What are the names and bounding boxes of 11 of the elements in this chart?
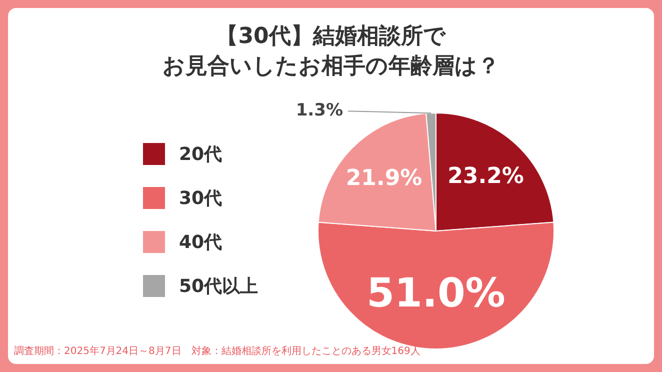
- data-label: 51.0%: [366, 270, 506, 316]
- data-label: 1.3%: [296, 100, 343, 121]
- chart-subtitle: お見合いしたお相手の年齢層は？: [162, 53, 500, 81]
- text: 調査期間：2025年7月24日～8月7日 対象：結婚相談所を利用したことのある男女169人: [14, 344, 420, 358]
- legend-label: 20代: [179, 143, 222, 166]
- legend-label: 30代: [179, 187, 222, 210]
- data-label: 21.9%: [346, 166, 422, 192]
- legend-label: 40代: [179, 231, 222, 254]
- data-label: 23.2%: [448, 164, 524, 190]
- chart-title: 【30代】結婚相談所で: [215, 23, 447, 51]
- legend-label: 50代以上: [179, 275, 258, 298]
